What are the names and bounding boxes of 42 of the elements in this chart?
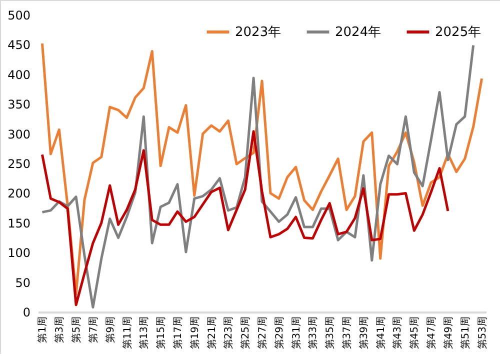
x-tick-label: 第27周	[256, 316, 268, 350]
y-tick-label: 500	[8, 8, 30, 22]
x-tick-label: 第21周	[206, 316, 218, 350]
x-tick-label: 第13周	[138, 316, 150, 350]
x-tick-label: 第43周	[392, 316, 404, 350]
x-tick-label: 第17周	[172, 316, 184, 350]
x-tick-label: 第11周	[121, 316, 134, 350]
x-tick-label: 第1周	[36, 316, 49, 343]
line-series	[40, 130, 450, 306]
legend-label: 2024年	[335, 25, 382, 40]
x-tick-label: 第7周	[87, 316, 100, 343]
x-tick-label: 第45周	[408, 316, 421, 350]
x-tick-label: 第53周	[476, 316, 488, 350]
x-tick-label: 第47周	[426, 316, 438, 350]
y-tick-label: 0	[22, 306, 30, 320]
x-tick-label: 第9周	[104, 316, 116, 343]
y-tick-label: 350	[8, 98, 30, 112]
x-tick-label: 第41周	[374, 316, 387, 350]
x-tick-label: 第37周	[341, 316, 354, 350]
y-tick-label: 50	[15, 276, 30, 290]
legend-label: 2025年	[435, 25, 482, 40]
y-tick-label: 250	[8, 157, 30, 171]
y-tick-label: 300	[8, 127, 30, 142]
x-tick-label: 第5周	[70, 316, 83, 343]
x-tick-label: 第31周	[290, 316, 302, 350]
y-tick-label: 400	[8, 68, 30, 82]
legend-label: 2023年	[235, 25, 282, 40]
x-tick-label: 第49周	[442, 316, 454, 350]
x-tick-label: 第35周	[324, 316, 336, 350]
x-tick-label: 第19周	[188, 316, 201, 350]
y-tick-label: 100	[8, 246, 30, 260]
x-tick-label: 第3周	[54, 316, 66, 343]
x-tick-label: 第29周	[273, 316, 286, 350]
x-tick-label: 第51周	[459, 316, 472, 350]
x-tick-label: 第25周	[240, 316, 252, 350]
x-tick-label: 第39周	[358, 316, 370, 350]
y-tick-label: 450	[8, 38, 30, 52]
x-tick-label: 第15周	[155, 316, 168, 350]
x-tick-label: 第33周	[307, 316, 320, 350]
y-tick-label: 200	[8, 186, 30, 201]
x-tick-label: 第23周	[222, 316, 235, 350]
y-tick-label: 150	[8, 216, 30, 230]
